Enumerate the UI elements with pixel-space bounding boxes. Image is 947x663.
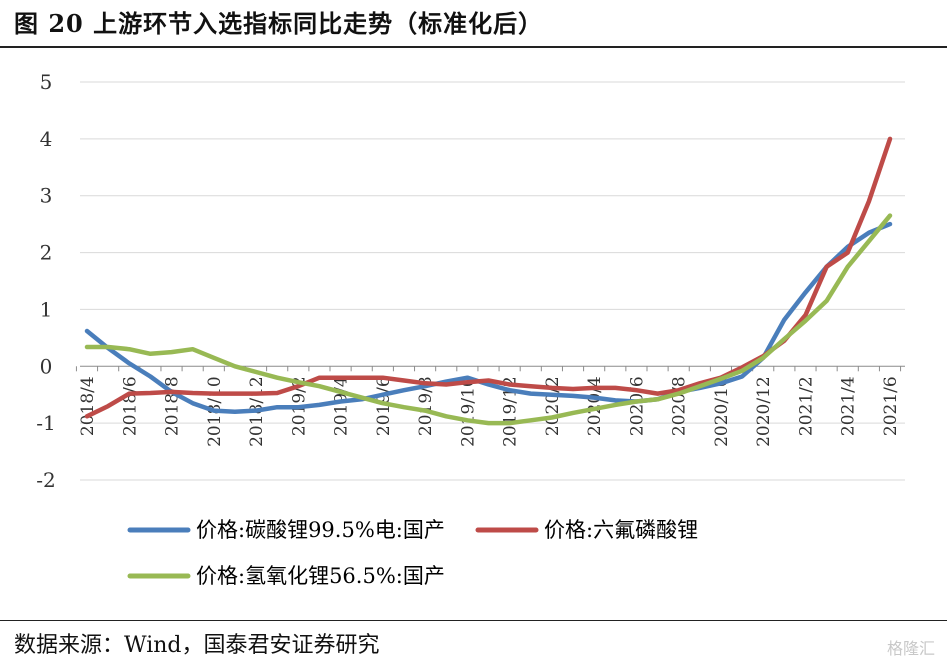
source-note: 数据来源：Wind，国泰君安证券研究 — [14, 633, 380, 658]
y-axis: -2 -1 0 1 2 3 4 5 — [36, 70, 55, 492]
x-tick-label: 2018/6 — [120, 376, 140, 436]
series-line-2 — [84, 213, 893, 426]
y-tick-label: 3 — [40, 184, 53, 208]
x-tick-label: 2021/2 — [796, 376, 816, 436]
y-tick-label: 0 — [40, 354, 53, 378]
x-tick-label: 2019/8 — [416, 376, 436, 436]
x-tick-label: 2020/6 — [627, 376, 647, 436]
series-lines — [84, 136, 893, 426]
x-tick-label: 2020/2 — [543, 376, 563, 436]
y-tick-label: -1 — [36, 411, 55, 435]
source-divider — [0, 620, 947, 621]
x-tick-label: 2021/6 — [881, 376, 901, 436]
y-tick-label: 4 — [40, 127, 53, 151]
y-tick-label: 1 — [40, 297, 53, 321]
y-tick-label: -2 — [36, 468, 55, 492]
figure-title: 图 20 上游环节入选指标同比走势（标准化后） — [14, 9, 544, 38]
x-tick-label: 2020/4 — [585, 376, 605, 436]
legend-label-2: 价格:氢氧化锂56.5%:国产 — [196, 564, 445, 588]
y-tick-label: 5 — [40, 70, 53, 94]
legend-label-0: 价格:碳酸锂99.5%电:国产 — [196, 518, 445, 542]
series-line-1 — [84, 136, 893, 419]
watermark: 格隆汇 — [886, 639, 935, 658]
x-tick-label: 2019/4 — [332, 376, 352, 436]
x-tick-label: 2018/4 — [78, 376, 98, 436]
x-tick-label: 2019/10 — [458, 376, 478, 447]
y-tick-label: 2 — [40, 241, 53, 265]
title-divider — [0, 46, 947, 48]
legend-label-1: 价格:六氟磷酸锂 — [544, 518, 698, 542]
x-tick-label: 2019/12 — [501, 376, 521, 447]
x-tick-label: 2020/10 — [712, 376, 732, 447]
gridlines — [80, 81, 905, 481]
x-tick-label: 2020/12 — [754, 376, 774, 447]
x-tick-label: 2021/4 — [839, 376, 859, 436]
